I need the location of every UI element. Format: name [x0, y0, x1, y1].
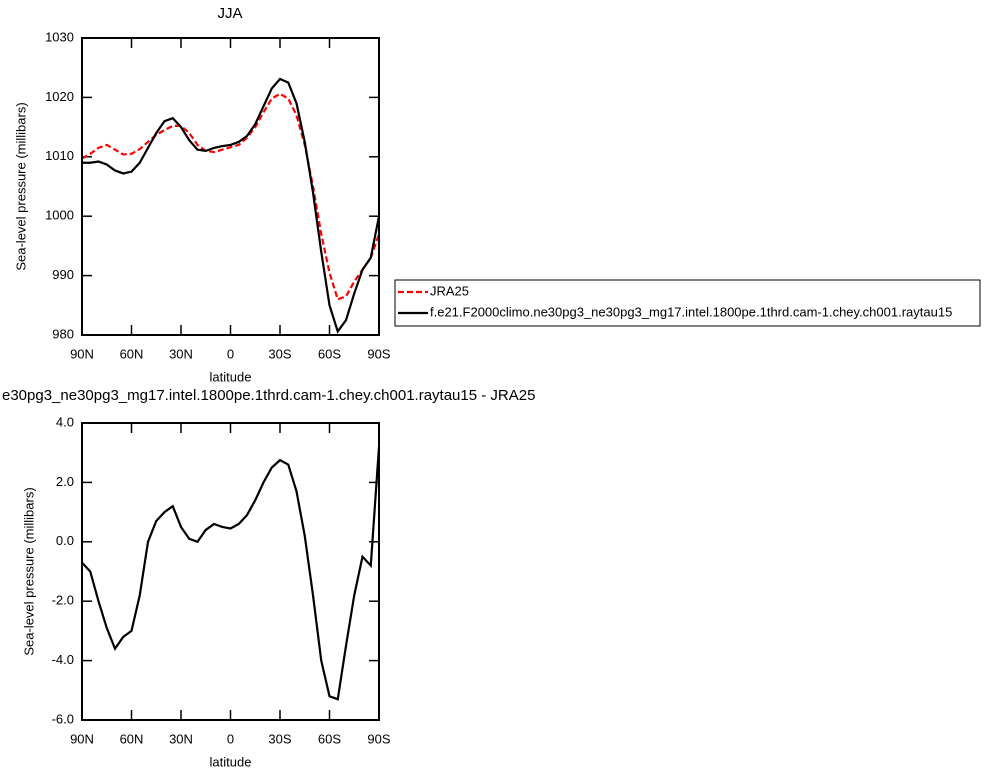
x-tick-label: 30N — [169, 731, 193, 746]
y-axis-label: Sea-level pressure (millibars) — [21, 487, 36, 655]
y-axis-label: Sea-level pressure (millibars) — [13, 102, 28, 270]
plot-frame — [81, 422, 380, 721]
plot-frame — [81, 37, 380, 336]
x-tick-label: 90S — [367, 731, 390, 746]
y-tick-label: 1000 — [45, 208, 74, 223]
legend-label: f.e21.F2000climo.ne30pg3_ne30pg3_mg17.in… — [430, 304, 952, 319]
y-tick-label: 980 — [52, 326, 74, 341]
x-tick-label: 60N — [120, 346, 144, 361]
legend-box — [394, 279, 981, 327]
y-tick-label: 990 — [52, 267, 74, 282]
legend-label: JRA25 — [430, 283, 469, 298]
x-tick-label: 30S — [268, 731, 291, 746]
y-tick-label: -6.0 — [52, 711, 74, 726]
y-tick-label: 1010 — [45, 148, 74, 163]
x-tick-label: 60N — [120, 731, 144, 746]
data-line — [81, 446, 381, 701]
data-line — [82, 77, 381, 334]
x-tick-label: 90S — [367, 346, 390, 361]
y-tick-label: -4.0 — [52, 652, 74, 667]
chart-title: e30pg3_ne30pg3_mg17.intel.1800pe.1thrd.c… — [2, 387, 535, 404]
y-tick-label: 1020 — [45, 89, 74, 104]
x-tick-label: 30S — [268, 346, 291, 361]
x-tick-label: 90N — [70, 731, 94, 746]
chart-title: JJA — [217, 5, 242, 22]
y-tick-label: 0.0 — [56, 533, 74, 548]
x-tick-label: 60S — [318, 731, 341, 746]
x-tick-label: 0 — [227, 346, 234, 361]
y-tick-label: 4.0 — [56, 414, 74, 429]
x-tick-label: 30N — [169, 346, 193, 361]
data-line — [81, 92, 381, 301]
x-tick-label: 60S — [318, 346, 341, 361]
y-tick-label: 1030 — [45, 29, 74, 44]
y-tick-label: 2.0 — [56, 474, 74, 489]
x-tick-label: 90N — [70, 346, 94, 361]
y-tick-label: -2.0 — [52, 593, 74, 608]
x-tick-label: 0 — [227, 731, 234, 746]
x-axis-label: latitude — [210, 754, 252, 769]
x-axis-label: latitude — [210, 369, 252, 384]
